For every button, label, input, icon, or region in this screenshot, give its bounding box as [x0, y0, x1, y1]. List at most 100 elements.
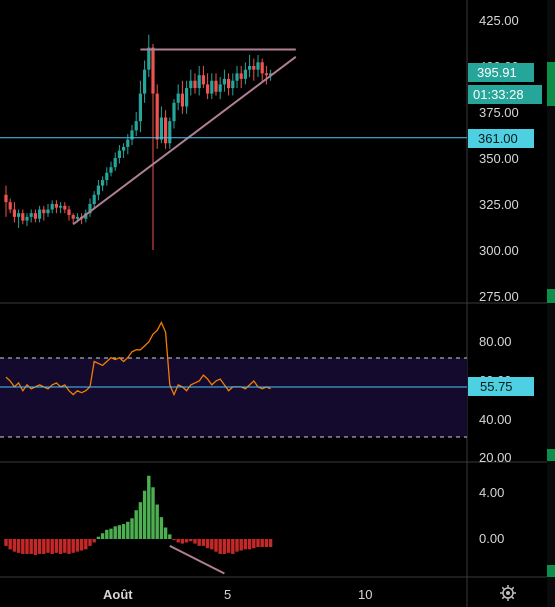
- candle-body: [197, 75, 201, 89]
- macd-bar: [231, 539, 235, 554]
- time-axis[interactable]: Août 5 10: [103, 587, 372, 602]
- candle-body: [264, 73, 268, 76]
- macd-bar: [4, 539, 8, 546]
- candle-body: [88, 204, 92, 214]
- macd-bar: [193, 539, 197, 544]
- macd-bar: [117, 525, 122, 539]
- candle-body: [138, 93, 142, 122]
- macd-bar: [168, 534, 172, 539]
- right-sidebar: [547, 0, 555, 607]
- macd-histogram: [4, 475, 273, 556]
- price-tick: 300.00: [479, 243, 519, 258]
- candle-body: [33, 213, 37, 219]
- hline-price-badge[interactable]: [468, 129, 534, 148]
- macd-bar: [8, 539, 12, 550]
- macd-bar: [75, 539, 80, 552]
- sidebar-accent-rsi-bottom: [547, 449, 555, 461]
- macd-divergence-line: [169, 545, 225, 575]
- macd-bar: [138, 502, 143, 539]
- rsi-band: [0, 358, 467, 437]
- macd-bar: [113, 526, 117, 539]
- candle-body: [248, 66, 252, 70]
- hline-price-label: 361.00: [478, 131, 518, 146]
- candle-body: [193, 80, 197, 89]
- macd-bar: [260, 539, 264, 548]
- candle-body: [206, 84, 210, 94]
- price-tick: 375.00: [479, 105, 519, 120]
- candle-body: [189, 80, 193, 89]
- candle-body: [143, 69, 147, 94]
- candle-body: [218, 84, 222, 92]
- macd-bar: [29, 539, 33, 554]
- macd-bar: [96, 536, 101, 539]
- macd-bar: [256, 539, 260, 548]
- rsi-tick: 80.00: [479, 334, 512, 349]
- candle-body: [260, 62, 264, 74]
- macd-bar: [21, 539, 25, 554]
- time-label-aout: Août: [103, 587, 133, 602]
- price-tick: 350.00: [479, 151, 519, 166]
- candle-body: [21, 213, 25, 221]
- candle-body: [29, 213, 33, 217]
- macd-bar: [247, 539, 252, 550]
- candle-body: [214, 80, 218, 92]
- candle-body: [210, 80, 214, 94]
- candle-body: [113, 158, 117, 168]
- candle-body: [38, 209, 42, 219]
- macd-bar: [25, 539, 29, 554]
- macd-bar: [109, 528, 113, 539]
- macd-bar: [163, 527, 168, 539]
- candle-body: [4, 194, 8, 203]
- macd-bar: [126, 521, 130, 539]
- rsi-tick: 20.00: [479, 450, 512, 465]
- macd-bar: [214, 539, 218, 552]
- candle-body: [92, 194, 96, 204]
- macd-bar: [100, 533, 105, 539]
- candle-body: [75, 216, 79, 219]
- candle-body: [117, 150, 121, 158]
- candle-body: [222, 78, 226, 85]
- gear-icon[interactable]: [500, 585, 516, 601]
- candle-body: [25, 216, 29, 221]
- candle-body: [109, 167, 113, 173]
- macd-bar: [205, 539, 210, 549]
- macd-bar: [210, 539, 214, 550]
- macd-bar: [155, 504, 159, 539]
- macd-bar: [197, 539, 201, 546]
- macd-bar: [50, 539, 54, 554]
- candle-body: [96, 185, 100, 195]
- candle-body: [168, 121, 172, 144]
- drawing-annotations[interactable]: [72, 48, 297, 575]
- macd-bar: [58, 539, 63, 554]
- candle-body: [130, 130, 134, 140]
- candle-body: [235, 73, 239, 81]
- macd-bar: [37, 539, 42, 554]
- candle-body: [71, 215, 75, 219]
- macd-bar: [151, 487, 155, 539]
- sidebar-accent-top: [547, 62, 555, 86]
- macd-bar: [159, 517, 164, 539]
- macd-bar: [180, 539, 185, 544]
- macd-bar: [142, 490, 147, 539]
- macd-bar: [63, 539, 67, 553]
- macd-bar: [147, 475, 151, 539]
- candle-body: [46, 209, 50, 214]
- current-price-label: 395.91: [477, 65, 517, 80]
- sidebar-accent-mid: [547, 86, 555, 106]
- candle-body: [63, 205, 67, 210]
- candle-body: [269, 73, 273, 76]
- macd-axis[interactable]: 4.00 0.00: [479, 485, 504, 546]
- current-price-badge: [468, 63, 534, 82]
- candle-body: [252, 66, 256, 70]
- macd-bar: [172, 539, 176, 541]
- macd-bar: [88, 539, 92, 546]
- macd-bar: [184, 539, 189, 543]
- macd-bar: [252, 539, 256, 549]
- candle-body: [67, 209, 71, 216]
- candle-body: [172, 102, 176, 122]
- candle-body: [54, 204, 58, 208]
- candle-body: [159, 117, 163, 140]
- rsi-current-label: 55.75: [480, 379, 513, 394]
- macd-bar: [16, 539, 21, 553]
